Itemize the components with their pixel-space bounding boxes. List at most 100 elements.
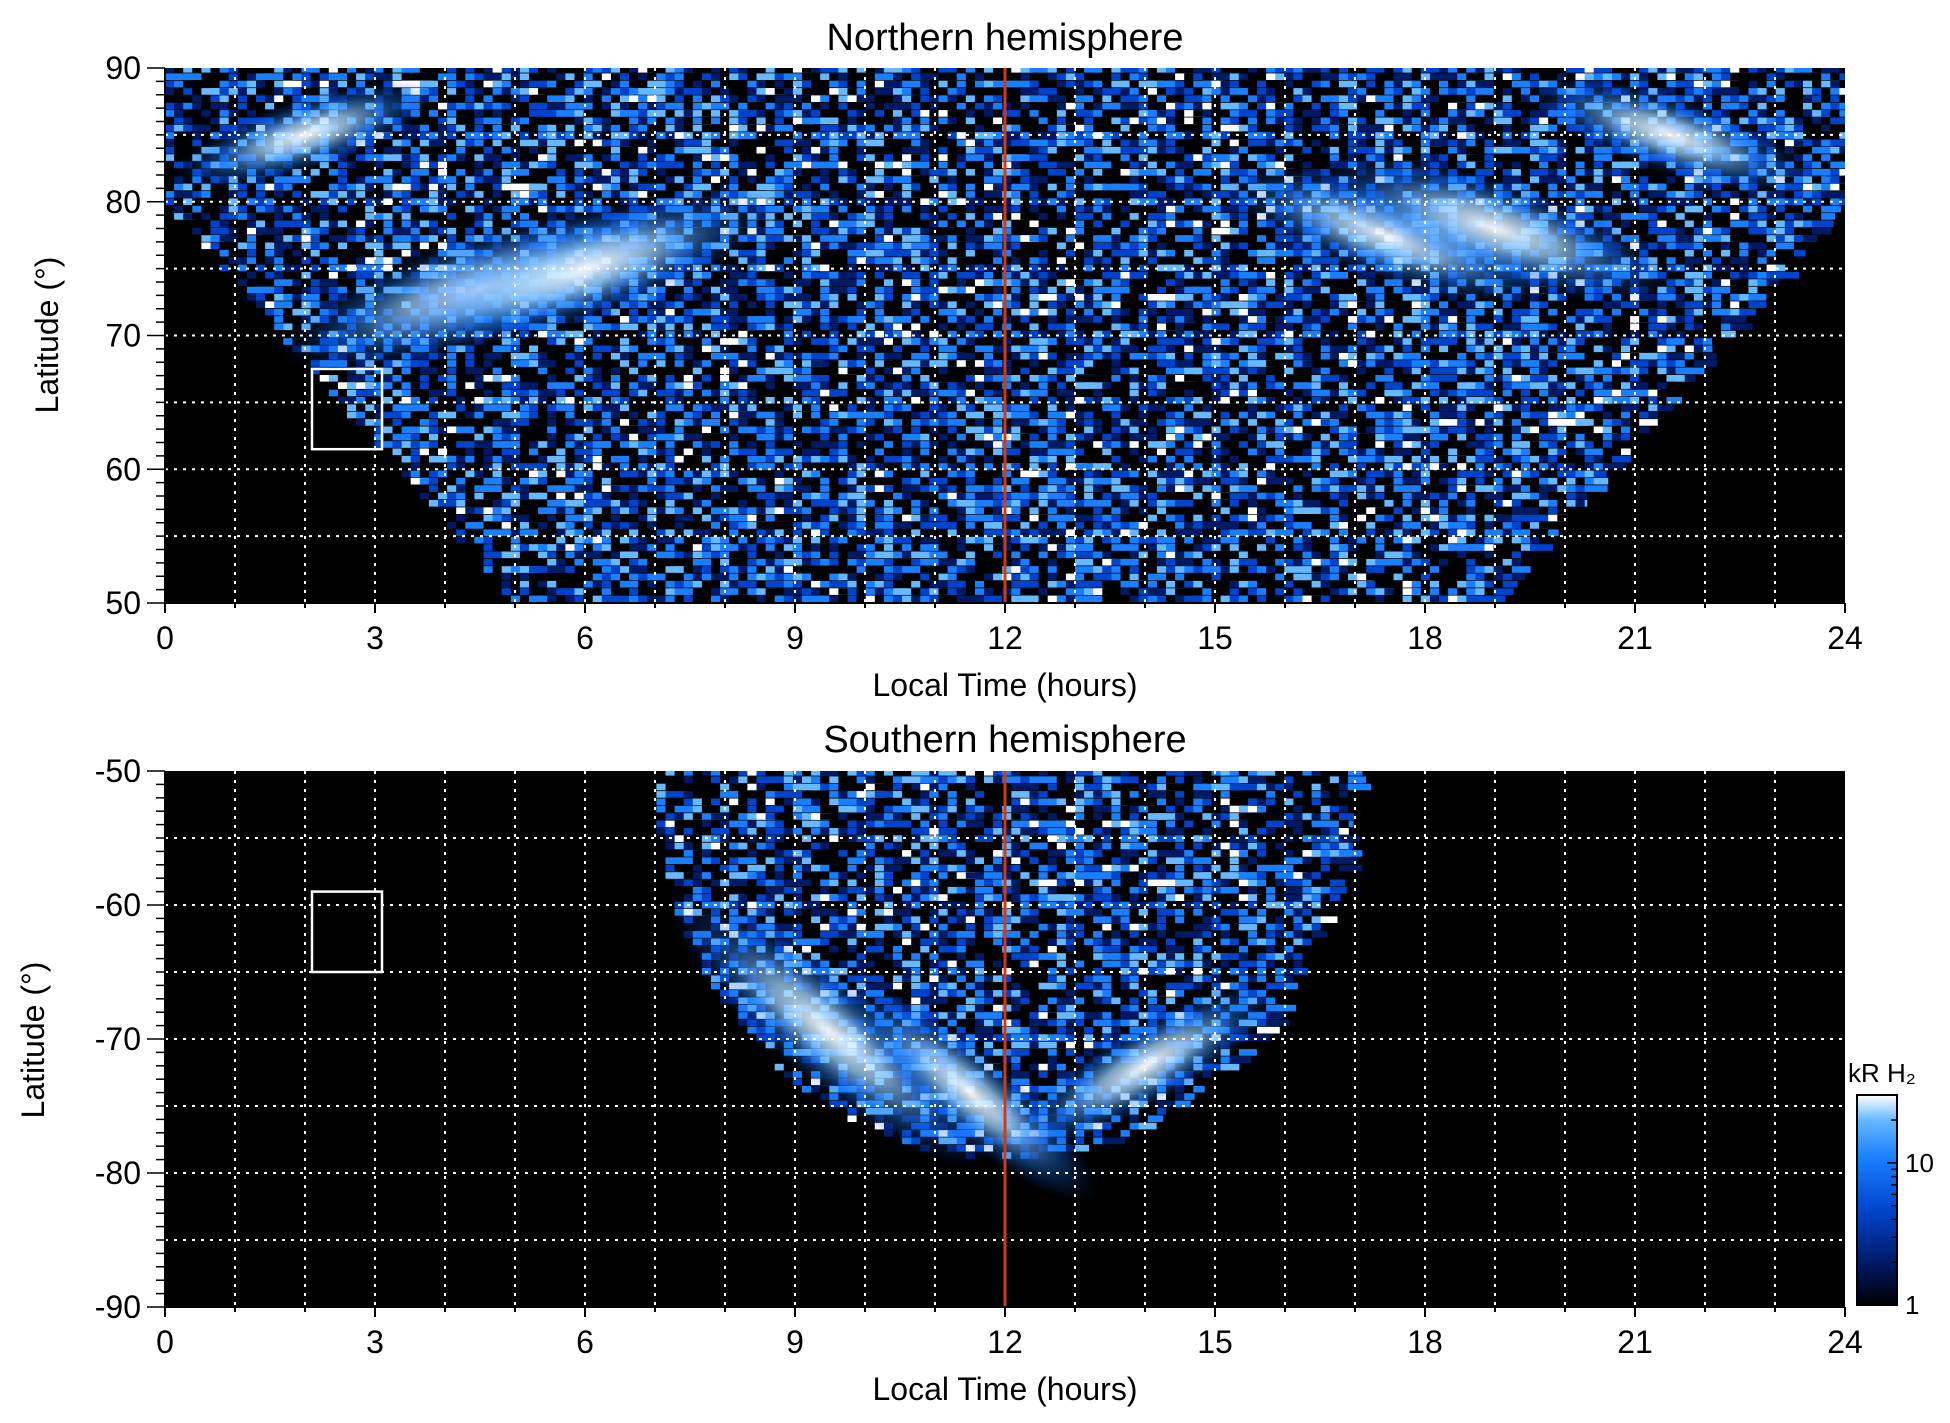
emission-cell xyxy=(811,477,825,485)
emission-cell xyxy=(811,441,823,448)
emission-cell xyxy=(510,441,524,448)
emission-cell xyxy=(538,426,549,434)
emission-cell xyxy=(583,500,600,507)
emission-cell xyxy=(1493,375,1510,382)
emission-cell xyxy=(893,529,903,536)
emission-cell xyxy=(965,338,979,345)
emission-cell xyxy=(674,558,685,566)
emission-cell xyxy=(802,536,814,544)
emission-cell xyxy=(1093,536,1105,544)
emission-cell xyxy=(629,426,646,434)
emission-cell xyxy=(701,397,718,404)
emission-cell xyxy=(538,536,554,544)
emission-cell xyxy=(1056,492,1068,500)
emission-cell xyxy=(1520,419,1531,426)
emission-cell xyxy=(592,573,609,581)
emission-cell xyxy=(1502,411,1519,419)
emission-cell xyxy=(738,345,752,353)
emission-cell xyxy=(647,558,662,566)
emission-cell xyxy=(1402,330,1415,338)
emission-cell xyxy=(1038,558,1053,566)
emission-cell xyxy=(1220,588,1239,595)
emission-cell xyxy=(956,345,973,353)
emission-cell xyxy=(1093,338,1106,345)
emission-cell xyxy=(1284,352,1296,360)
emission-cell xyxy=(519,514,530,522)
emission-cell xyxy=(1284,338,1294,345)
emission-cell xyxy=(829,389,840,397)
emission-cell xyxy=(965,580,982,588)
emission-cell xyxy=(447,404,464,411)
emission-cell xyxy=(811,500,829,507)
emission-cell xyxy=(1193,411,1206,419)
emission-cell xyxy=(583,514,602,522)
emission-cell xyxy=(1075,419,1087,426)
emission-cell xyxy=(1302,367,1319,375)
emission-cell xyxy=(747,536,759,544)
emission-cell xyxy=(847,360,864,367)
emission-cell xyxy=(1229,389,1240,397)
emission-cell xyxy=(729,426,742,434)
emission-cell xyxy=(392,463,406,470)
emission-cell xyxy=(1120,338,1135,345)
emission-cell xyxy=(1202,595,1216,603)
emission-cell xyxy=(738,419,755,426)
emission-cell xyxy=(1329,558,1342,566)
emission-cell xyxy=(765,514,784,522)
emission-cell xyxy=(601,536,612,544)
emission-cell xyxy=(1229,588,1241,595)
emission-cell xyxy=(419,470,436,478)
emission-cell xyxy=(738,463,756,470)
emission-cell xyxy=(519,338,535,345)
emission-cell xyxy=(1011,529,1027,536)
emission-cell xyxy=(1166,544,1177,551)
emission-cell xyxy=(829,330,847,338)
emission-cell xyxy=(1429,470,1445,478)
emission-cell xyxy=(1402,360,1421,367)
emission-cell xyxy=(665,323,683,331)
emission-cell xyxy=(711,330,721,338)
emission-cell xyxy=(1375,352,1389,360)
emission-cell xyxy=(1602,397,1617,404)
emission-cell xyxy=(902,382,913,389)
emission-cell xyxy=(1056,551,1073,559)
emission-cell xyxy=(1093,529,1104,536)
emission-cell xyxy=(1120,455,1137,463)
emission-cell xyxy=(1202,360,1217,367)
emission-cell xyxy=(1475,433,1492,441)
emission-cell xyxy=(911,492,929,500)
emission-cell xyxy=(856,500,873,507)
emission-cell xyxy=(1621,433,1632,441)
emission-cell xyxy=(583,426,595,434)
emission-cell xyxy=(956,566,970,573)
emission-cell xyxy=(802,588,816,595)
emission-cell xyxy=(838,514,852,522)
emission-cell xyxy=(747,330,764,338)
emission-cell xyxy=(811,338,827,345)
emission-cell xyxy=(1029,595,1048,603)
emission-cell xyxy=(1384,375,1399,382)
emission-cell xyxy=(1357,551,1372,559)
emission-cell xyxy=(1184,522,1202,529)
emission-cell xyxy=(392,367,403,375)
emission-cell xyxy=(829,485,848,492)
emission-cell xyxy=(547,500,562,507)
emission-cell xyxy=(1229,367,1247,375)
emission-cell xyxy=(902,360,913,367)
emission-cell xyxy=(1557,441,1567,448)
emission-cell xyxy=(1111,580,1127,588)
emission-cell xyxy=(938,492,953,500)
emission-cell xyxy=(1102,411,1116,419)
emission-cell xyxy=(1548,529,1559,536)
emission-cell xyxy=(1375,338,1385,345)
emission-cell xyxy=(1457,477,1473,485)
emission-cell xyxy=(565,330,579,338)
emission-cell xyxy=(1211,389,1228,397)
emission-cell xyxy=(1439,338,1452,345)
emission-cell xyxy=(592,404,603,411)
emission-cell xyxy=(1411,404,1428,411)
emission-cell xyxy=(1147,477,1166,485)
emission-cell xyxy=(574,352,586,360)
emission-cell xyxy=(1338,477,1352,485)
emission-cell xyxy=(1257,492,1268,500)
